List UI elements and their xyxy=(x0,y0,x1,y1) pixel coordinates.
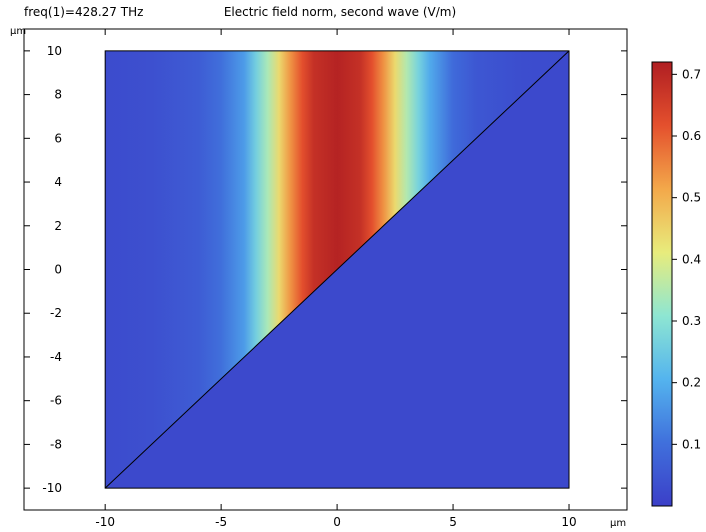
y-axis: 10 8 6 4 2 0 -2 -4 -6 -8 -10 xyxy=(24,44,627,495)
y-tick-label: 4 xyxy=(54,175,62,189)
y-tick-label: 8 xyxy=(54,88,62,102)
colorbar-tick-label: 0.6 xyxy=(682,129,701,143)
y-tick-label: -8 xyxy=(50,437,62,451)
x-axis-unit: µm xyxy=(610,518,626,529)
colorbar-tick-label: 0.5 xyxy=(682,191,701,205)
y-tick-label: 6 xyxy=(54,131,62,145)
y-tick-label: 0 xyxy=(54,263,62,277)
x-axis: -10 -5 0 5 10 xyxy=(95,29,577,529)
x-tick-label: 5 xyxy=(449,515,457,529)
x-tick-label: -10 xyxy=(95,515,115,529)
colorbar xyxy=(651,61,673,507)
y-tick-label: 10 xyxy=(47,44,62,58)
y-tick-label: -6 xyxy=(50,394,62,408)
x-tick-label: 0 xyxy=(333,515,341,529)
colorbar-tick-label: 0.4 xyxy=(682,252,701,266)
colorbar-axis: 0.1 0.2 0.3 0.4 0.5 0.6 0.7 xyxy=(672,67,701,451)
y-tick-label: -4 xyxy=(50,350,62,364)
x-tick-label: 10 xyxy=(561,515,576,529)
colorbar-tick-label: 0.1 xyxy=(682,437,701,451)
diagonal-boundary xyxy=(104,50,570,489)
y-tick-label: -10 xyxy=(42,481,62,495)
x-tick-label: -5 xyxy=(215,515,227,529)
colorbar-tick-label: 0.3 xyxy=(682,314,701,328)
domain-border xyxy=(104,50,570,489)
colorbar-tick-label: 0.7 xyxy=(682,67,701,81)
frequency-label: freq(1)=428.27 THz xyxy=(24,5,143,19)
chart-title: Electric field norm, second wave (V/m) xyxy=(224,5,456,19)
y-tick-label: -2 xyxy=(50,306,62,320)
y-axis-unit: µm xyxy=(10,26,26,37)
colorbar-tick-label: 0.2 xyxy=(682,376,701,390)
y-tick-label: 2 xyxy=(54,219,62,233)
